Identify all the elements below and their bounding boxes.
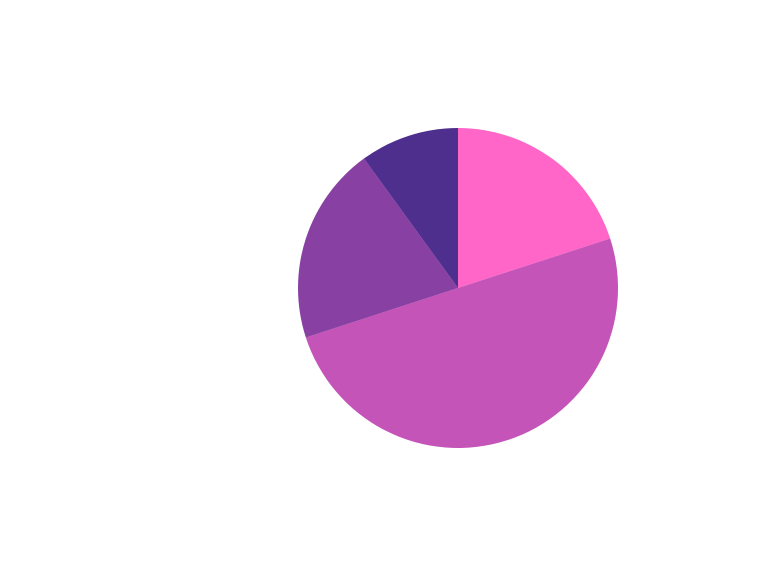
- pie-slice-3: [298, 158, 458, 338]
- pie-slice-4: [363, 128, 458, 288]
- pie-slice-1: [458, 128, 611, 288]
- pie-slice-2: [305, 238, 618, 448]
